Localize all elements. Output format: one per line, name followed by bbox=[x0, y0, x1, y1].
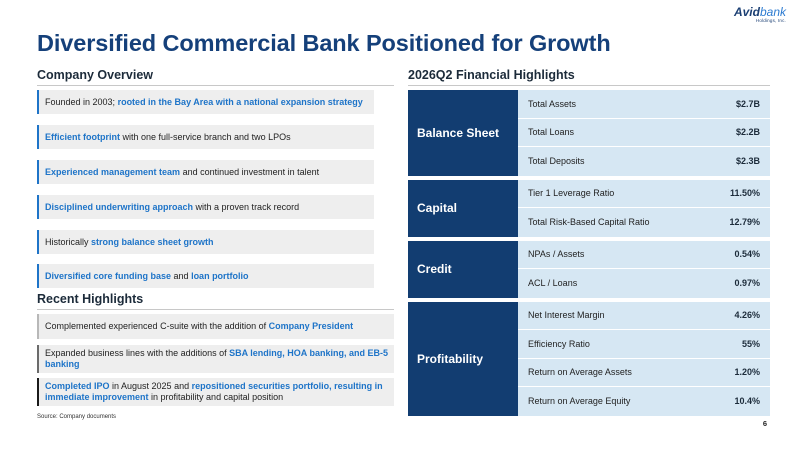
metric-label: Net Interest Margin bbox=[528, 310, 605, 321]
metric-label: Tier 1 Leverage Ratio bbox=[528, 188, 615, 199]
highlight-text: strong balance sheet growth bbox=[91, 237, 214, 247]
recent-highlight-item: Completed IPO in August 2025 and reposit… bbox=[37, 378, 394, 406]
financial-row: Total Loans $2.2B bbox=[518, 119, 770, 147]
body-text: in profitability and capital position bbox=[148, 392, 284, 402]
highlight-text: repositioned securities portfolio, resul… bbox=[45, 381, 383, 402]
body-text: Historically bbox=[45, 237, 92, 247]
financial-row: Return on Average Equity 10.4% bbox=[518, 387, 770, 416]
body-text: Founded in 2003; bbox=[45, 97, 118, 107]
metric-value: 10.4% bbox=[734, 396, 760, 407]
metric-label: Total Assets bbox=[528, 98, 577, 109]
highlight-text: SBA lending, HOA banking, and EB-5 banki… bbox=[45, 348, 388, 369]
body-text: with a proven track record bbox=[193, 202, 300, 212]
metric-label: ACL / Loans bbox=[528, 278, 578, 289]
financial-group: Balance Sheet Total Assets $2.7B Total Loan… bbox=[408, 90, 770, 176]
metric-value: 12.79% bbox=[729, 217, 760, 228]
metric-value: 1.20% bbox=[734, 367, 760, 378]
highlight-text: Disciplined underwriting approach bbox=[45, 202, 194, 212]
recent-highlights-heading: Recent Highlights bbox=[37, 292, 394, 310]
body-text: and bbox=[171, 271, 192, 281]
metric-value: $2.2B bbox=[735, 127, 760, 138]
overview-item: Experienced management team and continue… bbox=[37, 160, 374, 184]
highlight-text: Completed IPO bbox=[45, 381, 110, 391]
financial-rows: Total Assets $2.7B Total Loans $2.2B Total D… bbox=[518, 90, 770, 176]
financial-category-label: Balance Sheet bbox=[408, 90, 518, 176]
body-text: Complemented experienced C-suite with th… bbox=[45, 321, 269, 331]
highlight-text: rooted in the Bay Area with a national e… bbox=[117, 97, 363, 107]
metric-label: Total Risk-Based Capital Ratio bbox=[528, 217, 650, 228]
source-note: Source: Company documents bbox=[37, 414, 117, 420]
metric-value: 4.26% bbox=[734, 310, 760, 321]
financial-row: Net Interest Margin 4.26% bbox=[518, 302, 770, 330]
logo-subtitle: Holdings, Inc. bbox=[755, 18, 786, 23]
recent-highlight-text: Complemented experienced C-suite with th… bbox=[45, 321, 353, 332]
highlight-text: Experienced management team bbox=[45, 167, 181, 177]
financial-row: Total Assets $2.7B bbox=[518, 90, 770, 119]
metric-value: $2.7B bbox=[735, 98, 760, 109]
overview-item: Founded in 2003; rooted in the Bay Area … bbox=[37, 90, 374, 114]
financial-row: Total Risk-Based Capital Ratio 12.79% bbox=[518, 208, 770, 237]
body-text: Expanded business lines with the additio… bbox=[45, 348, 230, 358]
recent-highlight-text: Completed IPO in August 2025 and reposit… bbox=[45, 381, 388, 403]
overview-item: Historically strong balance sheet growth bbox=[37, 230, 374, 254]
logo-wordmark: Avidbank bbox=[733, 5, 786, 19]
financial-rows: Tier 1 Leverage Ratio 11.50% Total Risk-Ba… bbox=[518, 179, 770, 237]
recent-highlight-item: Expanded business lines with the additio… bbox=[37, 345, 394, 373]
metric-label: Total Deposits bbox=[528, 156, 585, 167]
financial-row: NPAs / Assets 0.54% bbox=[518, 241, 770, 269]
body-text: and continued investment in talent bbox=[180, 167, 320, 177]
metric-value: 0.97% bbox=[734, 278, 760, 289]
financial-row: Return on Average Assets 1.20% bbox=[518, 359, 770, 387]
metric-label: Efficiency Ratio bbox=[528, 338, 590, 349]
financial-category-label: Profitability bbox=[408, 301, 518, 416]
overview-item: Disciplined underwriting approach with a… bbox=[37, 195, 374, 219]
metric-value: 11.50% bbox=[729, 188, 760, 199]
recent-highlight-item: Complemented experienced C-suite with th… bbox=[37, 314, 394, 339]
financial-row: Tier 1 Leverage Ratio 11.50% bbox=[518, 180, 770, 208]
financial-group: Credit NPAs / Assets 0.54% ACL / Loans 0.97% bbox=[408, 240, 770, 298]
metric-label: Return on Average Assets bbox=[528, 367, 632, 378]
body-text: with one full-service branch and two LPO… bbox=[120, 132, 291, 142]
financial-category-label: Capital bbox=[408, 179, 518, 237]
metric-label: NPAs / Assets bbox=[528, 249, 585, 260]
financial-highlights-table: Balance Sheet Total Assets $2.7B Total Loan… bbox=[408, 90, 770, 420]
body-text: in August 2025 and bbox=[109, 381, 192, 391]
financial-row: ACL / Loans 0.97% bbox=[518, 269, 770, 298]
financial-rows: Net Interest Margin 4.26% Efficiency Ratio… bbox=[518, 301, 770, 416]
metric-value: 0.54% bbox=[734, 249, 760, 260]
highlight-text: Efficient footprint bbox=[45, 132, 120, 142]
metric-label: Total Loans bbox=[528, 127, 575, 138]
overview-item: Diversified core funding base and loan p… bbox=[37, 264, 374, 288]
highlight-text: Company President bbox=[268, 321, 354, 331]
metric-value: 55% bbox=[741, 338, 760, 349]
financial-highlights-heading: 2026Q2 Financial Highlights bbox=[408, 68, 770, 86]
page-number: 6 bbox=[762, 419, 767, 428]
financial-rows: NPAs / Assets 0.54% ACL / Loans 0.97% bbox=[518, 240, 770, 298]
company-logo: Avidbank Holdings, Inc. bbox=[734, 6, 786, 24]
highlight-text: loan portfolio bbox=[191, 271, 249, 281]
financial-group: Profitability Net Interest Margin 4.26% Eff… bbox=[408, 301, 770, 416]
metric-label: Return on Average Equity bbox=[528, 396, 631, 407]
financial-category-label: Credit bbox=[408, 240, 518, 298]
financial-row: Total Deposits $2.3B bbox=[518, 147, 770, 176]
metric-value: $2.3B bbox=[735, 156, 760, 167]
recent-highlight-text: Expanded business lines with the additio… bbox=[45, 348, 388, 370]
financial-row: Efficiency Ratio 55% bbox=[518, 330, 770, 359]
overview-item: Efficient footprint with one full-servic… bbox=[37, 125, 374, 149]
page-title: Diversified Commercial Bank Positioned f… bbox=[37, 30, 611, 56]
company-overview-heading: Company Overview bbox=[37, 68, 394, 86]
financial-group: Capital Tier 1 Leverage Ratio 11.50% Total … bbox=[408, 179, 770, 237]
highlight-text: Diversified core funding base bbox=[45, 271, 172, 281]
